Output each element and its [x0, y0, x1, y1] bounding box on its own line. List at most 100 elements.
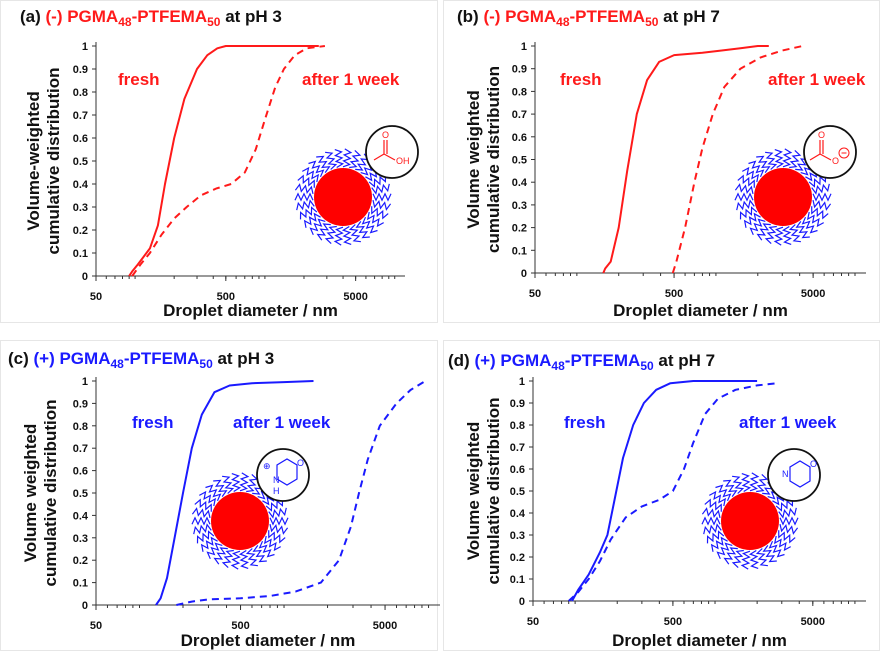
title-subscript: 48 [556, 15, 570, 29]
polymer-chain [324, 225, 337, 245]
y-axis-title-line: cumulative distribution [484, 66, 503, 253]
y-tick-label: 1 [82, 41, 88, 53]
x-tick-label: 500 [217, 291, 235, 303]
x-tick-label: 5000 [373, 620, 397, 632]
polymer-chain [325, 151, 338, 170]
polymer-chain [245, 548, 258, 567]
y-tick-label: 0.6 [73, 466, 88, 478]
chart-title: (c) (+) PGMA48-PTFEMA50 at pH 3 [8, 349, 274, 371]
polymer-chain [732, 475, 745, 494]
polymer-chain [734, 192, 754, 202]
polymer-chain [355, 221, 370, 239]
atom-label: O [382, 130, 389, 140]
y-tick-label: 0.1 [73, 578, 88, 590]
title-text: (a) [20, 7, 46, 26]
title-subscript: 50 [207, 15, 221, 29]
polymer-chain [779, 523, 799, 535]
atom-label: OH [396, 156, 410, 166]
polymer-chain [710, 536, 728, 552]
polymer-chain [749, 218, 766, 236]
y-tick-label: 0.1 [512, 245, 527, 257]
polymer-chain [788, 224, 801, 243]
negative-charge-icon [838, 147, 850, 159]
y-tick-label: 0.2 [510, 552, 525, 564]
y-tick-label: 0.3 [73, 202, 88, 214]
particle-icon [191, 472, 289, 570]
x-tick-label: 50 [90, 620, 102, 632]
polymer-chain [701, 516, 721, 526]
polymer-chain [230, 473, 242, 493]
atom-label: O [818, 130, 825, 140]
polymer-chain [368, 174, 387, 188]
y-tick-label: 0.3 [510, 530, 525, 542]
y-tick-label: 0.9 [73, 398, 88, 410]
polymer-chain [366, 211, 384, 228]
title-text: (d) [448, 351, 474, 370]
atom-label: H [273, 486, 280, 496]
title-text: -PTFEMA [570, 7, 646, 26]
polymer-chain [196, 530, 215, 544]
polymer-chain [781, 225, 793, 245]
polymer-chain [213, 479, 228, 497]
polymer-chain [299, 206, 318, 220]
y-tick-label: 0.7 [73, 110, 88, 122]
annotation-fresh: fresh [118, 70, 160, 89]
chart-panel-c: (c) (+) PGMA48-PTFEMA50 at pH 300.10.20.… [8, 349, 440, 650]
series-line-dashed [568, 382, 778, 602]
bubble-circle [256, 448, 310, 502]
annotation-fresh: fresh [564, 413, 606, 432]
title-text: (+) PGMA [474, 351, 551, 370]
y-tick-label: 0.3 [512, 200, 527, 212]
y-axis-title-line: cumulative distribution [41, 399, 60, 586]
polymer-chain [194, 498, 212, 512]
polymer-chain [773, 149, 785, 169]
title-text: at pH 7 [658, 7, 719, 26]
polymer-chain [773, 226, 784, 246]
polymer-chain [316, 223, 331, 241]
y-axis-title-line: Volume weighted [464, 90, 483, 229]
polymer-chain [723, 479, 738, 497]
polymer-chain [302, 166, 320, 183]
y-tick-label: 0.8 [512, 86, 527, 98]
title-text: (-) PGMA [483, 7, 556, 26]
polymer-chain [252, 545, 267, 563]
polymer-chain [768, 540, 785, 558]
functional-group-icon: ⊕NH O [256, 448, 310, 502]
y-axis-title-line: Volume weighted [21, 424, 40, 563]
atom-label: O [810, 459, 817, 469]
polymer-chain [191, 507, 211, 519]
polymer-chain [205, 484, 222, 502]
title-subscript: 48 [551, 359, 565, 373]
polymer-chain [704, 498, 722, 512]
y-axis-title-line: Volume weighted [464, 422, 483, 561]
polymer-chain [222, 475, 235, 494]
polymer-chain [200, 536, 218, 552]
functional-group-icon: O OH [365, 125, 419, 179]
y-tick-label: 0.4 [73, 510, 89, 522]
chart-title: (b) (-) PGMA48-PTFEMA50 at pH 7 [457, 7, 720, 29]
x-tick-label: 500 [231, 620, 249, 632]
y-tick-label: 0.9 [73, 64, 88, 76]
y-tick-label: 0 [82, 271, 88, 283]
series-line-solid [128, 45, 319, 277]
polymer-chain [764, 225, 777, 245]
functional-group-icon: NO [767, 448, 821, 502]
polymer-chain [734, 183, 754, 195]
panel-frame [0, 0, 438, 323]
y-tick-label: 0.1 [73, 248, 88, 260]
x-tick-label: 5000 [801, 288, 825, 300]
polymer-chain [778, 530, 796, 544]
polymer-chain [812, 199, 832, 211]
polymer-chain [213, 547, 228, 565]
title-subscript: 50 [645, 15, 659, 29]
series-line-dashed [131, 45, 326, 277]
y-tick-label: 0 [521, 268, 527, 280]
polymer-chain [701, 507, 721, 519]
atom-label: N [273, 475, 280, 485]
y-tick-label: 0.5 [73, 156, 88, 168]
chart-panel-a: (a) (-) PGMA48-PTFEMA50 at pH 300.10.20.… [20, 7, 419, 320]
polymer-chain [371, 206, 389, 220]
x-tick-label: 5000 [801, 616, 825, 628]
polymer-chain [811, 206, 829, 220]
y-tick-label: 0.7 [510, 442, 525, 454]
